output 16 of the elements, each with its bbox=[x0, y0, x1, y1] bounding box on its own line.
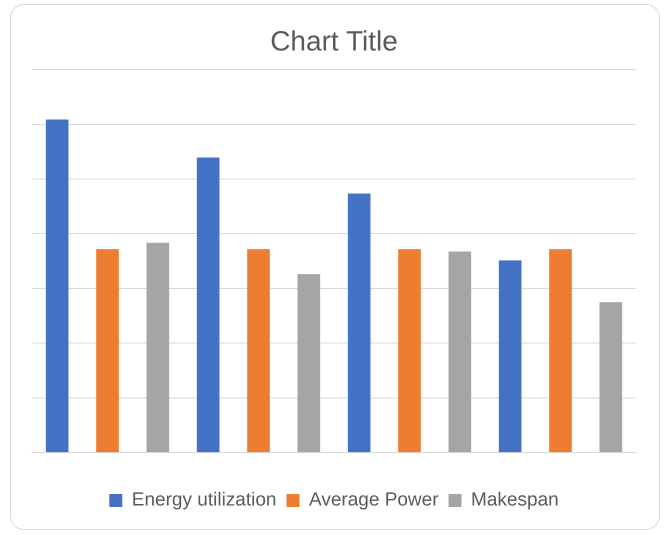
bar bbox=[498, 260, 522, 452]
bar bbox=[196, 158, 220, 452]
bar bbox=[398, 249, 421, 452]
chart-title: Chart Title bbox=[270, 26, 398, 57]
bar bbox=[448, 251, 472, 452]
bar bbox=[600, 302, 622, 452]
legend-label: Makespan bbox=[471, 490, 559, 511]
bar bbox=[348, 193, 370, 452]
bar bbox=[96, 249, 119, 452]
bar bbox=[549, 249, 572, 452]
bar bbox=[247, 249, 270, 452]
bar bbox=[46, 120, 68, 452]
bar bbox=[146, 242, 170, 452]
bar bbox=[298, 274, 320, 452]
legend-label: Energy utilization bbox=[132, 490, 276, 511]
legend-label: Average Power bbox=[308, 490, 440, 511]
